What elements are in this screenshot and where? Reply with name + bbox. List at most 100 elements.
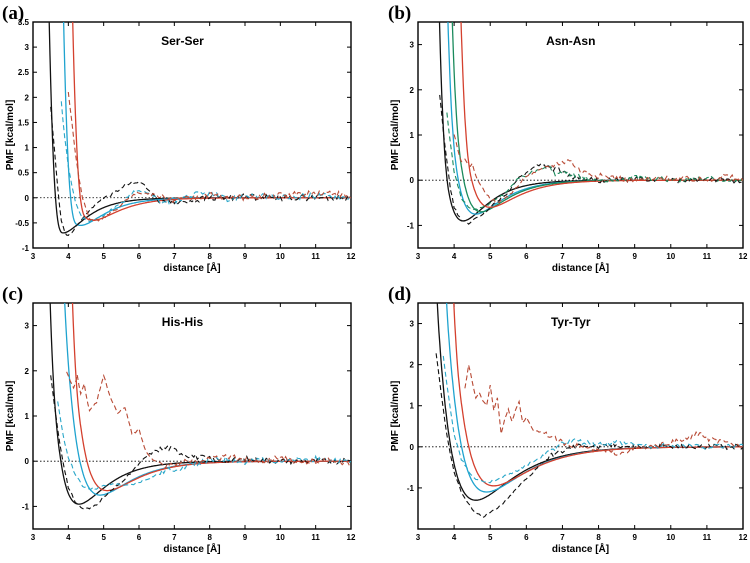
x-tick-label: 4	[66, 252, 71, 261]
x-tick-label: 5	[101, 533, 106, 542]
black-reference-line	[439, 94, 743, 225]
y-tick-label: 3.5	[18, 18, 30, 27]
red-reference-line	[67, 91, 351, 222]
y-tick-label: 3	[25, 322, 30, 331]
y-tick-label: 1	[25, 144, 30, 153]
chart-title: Ser-Ser	[161, 34, 204, 48]
red-reference-line	[66, 371, 351, 470]
x-tick-label: 4	[66, 533, 71, 542]
x-tick-label: 4	[452, 533, 457, 542]
x-tick-label: 6	[524, 533, 529, 542]
panel-letter: (c)	[2, 284, 23, 305]
cyan-reference-line	[442, 355, 743, 484]
x-tick-label: 10	[276, 533, 285, 542]
plot-frame	[32, 302, 352, 530]
y-tick-label: 1	[25, 412, 30, 421]
y-tick-label: 0	[25, 194, 30, 203]
x-tick-label: 8	[207, 252, 212, 261]
y-axis-label: PMF [kcal/mol]	[390, 381, 401, 452]
y-tick-label: 1	[410, 402, 415, 411]
x-tick-label: 7	[172, 533, 177, 542]
x-tick-label: 3	[31, 533, 36, 542]
cyan-model-line	[445, 303, 743, 493]
chart-panel: (a) Ser-Ser 3 4 5 6 7 8 9 10 11 12 3.5 3 2.5 2 1.5 1 0.5 0 -…	[2, 3, 356, 274]
x-axis-label: distance [Å]	[163, 261, 220, 274]
x-tick-label: 9	[632, 252, 637, 261]
red-model-line	[460, 22, 743, 208]
chart-title: Asn-Asn	[546, 34, 595, 48]
x-tick-label: 10	[276, 252, 285, 261]
x-axis-label: distance [Å]	[552, 542, 609, 555]
y-tick-label: 0	[410, 443, 415, 452]
y-tick-label: 3	[410, 320, 415, 329]
x-tick-label: 7	[560, 252, 565, 261]
y-tick-label: -1	[407, 484, 415, 493]
y-tick-label: -0.5	[15, 219, 29, 228]
chart-title: His-His	[162, 315, 204, 329]
x-tick-label: 10	[666, 533, 675, 542]
x-tick-label: 3	[416, 252, 421, 261]
y-tick-label: 2	[25, 93, 30, 102]
x-tick-label: 5	[488, 533, 493, 542]
y-tick-label: -1	[407, 221, 415, 230]
series-group	[49, 303, 351, 510]
green-reference-line	[446, 112, 743, 211]
panel-letter: (a)	[2, 3, 24, 24]
x-tick-label: 12	[347, 533, 356, 542]
chart-title: Tyr-Tyr	[551, 315, 591, 329]
red-reference-line	[464, 364, 743, 456]
x-tick-label: 11	[311, 533, 320, 542]
x-tick-label: 6	[524, 252, 529, 261]
series-group	[435, 303, 743, 519]
y-tick-label: 3	[25, 43, 30, 52]
red-reference-line	[453, 134, 743, 204]
panel-letter: (b)	[388, 3, 411, 24]
x-tick-label: 8	[596, 533, 601, 542]
x-tick-label: 11	[703, 252, 712, 261]
x-tick-label: 5	[488, 252, 493, 261]
x-tick-label: 11	[703, 533, 712, 542]
plot-frame	[32, 21, 352, 249]
panel-letter: (d)	[388, 284, 411, 305]
plot-frame	[417, 21, 744, 249]
x-tick-label: 11	[311, 252, 320, 261]
y-tick-label: 3	[410, 41, 415, 50]
x-tick-label: 8	[596, 252, 601, 261]
x-tick-label: 9	[243, 252, 248, 261]
black-reference-line	[435, 353, 743, 519]
y-tick-label: 1	[410, 131, 415, 140]
x-tick-label: 5	[101, 252, 106, 261]
y-tick-label: 0	[25, 457, 30, 466]
x-tick-label: 12	[347, 252, 356, 261]
black-reference-line	[50, 375, 351, 510]
x-tick-label: 7	[560, 533, 565, 542]
x-tick-label: 9	[243, 533, 248, 542]
x-tick-label: 12	[739, 252, 748, 261]
y-tick-label: 2	[25, 367, 30, 376]
cyan-reference-line	[60, 101, 351, 223]
red-model-line	[453, 303, 743, 487]
x-tick-label: 3	[31, 252, 36, 261]
series-group	[48, 22, 351, 236]
x-axis-label: distance [Å]	[163, 542, 220, 555]
x-tick-label: 3	[416, 533, 421, 542]
x-tick-label: 8	[207, 533, 212, 542]
red-model-line	[71, 303, 351, 492]
x-tick-label: 6	[137, 252, 142, 261]
x-tick-label: 7	[172, 252, 177, 261]
x-tick-label: 10	[666, 252, 675, 261]
y-tick-label: -1	[22, 502, 30, 511]
cyan-reference-line	[57, 401, 351, 490]
cyan-model-line	[64, 303, 351, 496]
y-tick-label: 2	[410, 86, 415, 95]
x-tick-label: 9	[632, 533, 637, 542]
y-tick-label: 2	[410, 361, 415, 370]
y-axis-label: PMF [kcal/mol]	[5, 100, 16, 171]
y-tick-label: 1.5	[18, 118, 30, 127]
x-axis-label: distance [Å]	[552, 261, 609, 274]
x-tick-label: 6	[137, 533, 142, 542]
